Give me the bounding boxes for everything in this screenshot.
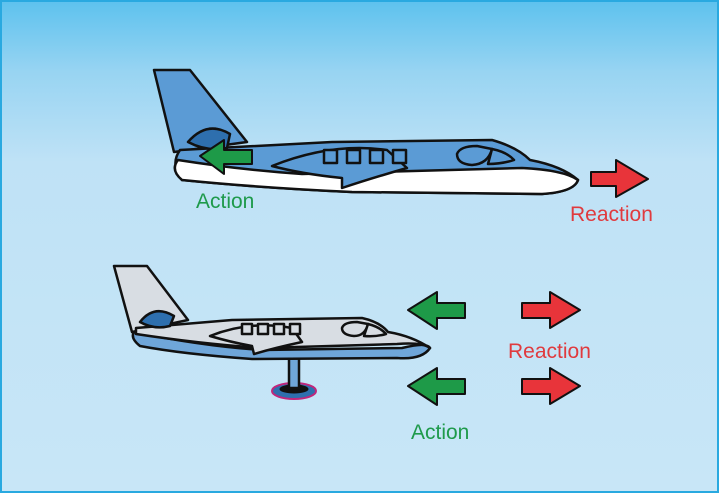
top-jet-window <box>322 148 339 165</box>
top-jet-window <box>391 148 408 165</box>
mounted-jet-window <box>240 322 254 336</box>
top-jet-reaction-arrow <box>590 159 649 198</box>
top-jet-action-arrow <box>199 139 253 175</box>
mounted-jet-reaction-label: Reaction <box>508 340 591 363</box>
mounted-jet-cockpit-front <box>362 322 388 338</box>
mounted-jet-window <box>288 322 302 336</box>
mounted-jet-action-arrow-upper <box>407 291 466 330</box>
top-jet-action-label: Action <box>196 190 255 213</box>
top-jet-reaction-label: Reaction <box>570 203 653 226</box>
mounted-jet-window <box>272 322 286 336</box>
top-jet-window <box>368 148 385 165</box>
mounted-jet-action-arrow-lower <box>407 367 466 406</box>
mounted-jet <box>112 264 432 400</box>
mounted-jet-belly <box>131 330 432 361</box>
top-jet-cockpit-front <box>486 147 516 166</box>
mounted-jet-reaction-arrow-lower <box>521 367 581 405</box>
mounted-jet-action-label: Action <box>411 421 470 444</box>
mounted-jet-reaction-arrow-upper <box>521 291 581 329</box>
mounted-jet-cockpit <box>340 320 370 338</box>
top-jet <box>152 68 580 196</box>
top-jet-cockpit <box>455 144 494 167</box>
mounted-jet-window <box>256 322 270 336</box>
top-jet-window <box>345 148 362 165</box>
mounted-jet-engine <box>138 309 176 329</box>
